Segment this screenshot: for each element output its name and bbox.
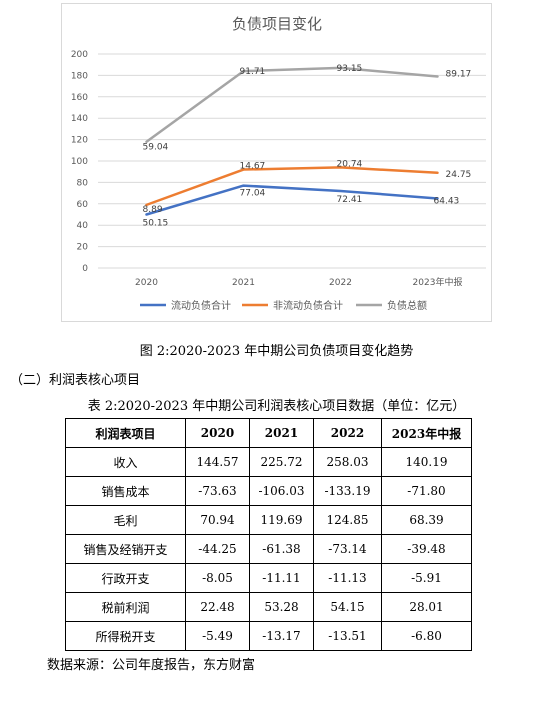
- table-row: 销售成本 -73.63 -106.03 -133.19 -71.80: [65, 476, 472, 506]
- y-tick-label: 120: [71, 136, 88, 146]
- x-tick-label: 2021: [232, 278, 255, 288]
- data-label: 50.15: [143, 219, 169, 229]
- table-cell: 140.19: [381, 447, 472, 477]
- row-label: 税前利润: [65, 592, 186, 622]
- table-header-cell: 利润表项目: [65, 418, 186, 448]
- y-tick-label: 0: [82, 264, 88, 274]
- table-cell: 258.03: [313, 447, 382, 477]
- table-cell: -106.03: [249, 476, 314, 506]
- y-tick-label: 60: [77, 200, 89, 210]
- table-cell: 70.94: [185, 505, 250, 535]
- table-header-cell: 2022: [313, 418, 382, 448]
- table-cell: -11.13: [313, 563, 382, 593]
- y-tick-label: 160: [71, 93, 88, 103]
- table-header-cell: 2023年中报: [381, 418, 472, 448]
- y-tick-label: 100: [71, 157, 88, 167]
- x-tick-label: 2023年中报: [413, 276, 463, 288]
- legend-label: 流动负债合计: [171, 299, 231, 312]
- table-cell: 54.15: [313, 592, 382, 622]
- table-caption: 表 2:2020-2023 年中期公司利润表核心项目数据（单位：亿元）: [87, 399, 466, 414]
- data-label: 89.17: [446, 69, 472, 79]
- table-header-cell: 2020: [185, 418, 250, 448]
- table-cell: -5.49: [185, 621, 250, 651]
- x-tick-label: 2022: [329, 278, 352, 288]
- table-cell: 28.01: [381, 592, 472, 622]
- row-label: 行政开支: [65, 563, 186, 593]
- data-label: 14.67: [240, 162, 266, 172]
- series-line-1: [145, 184, 439, 216]
- y-tick-label: 40: [77, 221, 89, 231]
- table-header-cell: 2021: [249, 418, 314, 448]
- x-tick-label: 2020: [135, 278, 158, 288]
- table-row: 行政开支 -8.05 -11.11 -11.13 -5.91: [65, 563, 472, 593]
- data-label: 91.71: [240, 67, 266, 77]
- y-tick-label: 20: [77, 243, 89, 253]
- table-cell: -61.38: [249, 534, 314, 564]
- y-tick-label: 180: [71, 71, 88, 81]
- table-cell: 144.57: [185, 447, 250, 477]
- table-cell: -73.63: [185, 476, 250, 506]
- data-source-note: 数据来源：公司年度报告，东方财富: [47, 658, 256, 673]
- table-row: 毛利 70.94 119.69 124.85 68.39: [65, 505, 472, 535]
- table-cell: 68.39: [381, 505, 472, 535]
- table-row: 税前利润 22.48 53.28 54.15 28.01: [65, 592, 472, 622]
- legend-label: 负债总额: [387, 299, 427, 312]
- liability-chart-svg: 负债项目变化 0 20 40 60 80 100 120 140 160 180 200 2020 202…: [71, 15, 486, 312]
- table-cell: -44.25: [185, 534, 250, 564]
- row-label: 销售成本: [65, 476, 186, 506]
- table-cell: -11.11: [249, 563, 314, 593]
- y-tick-label: 80: [77, 178, 89, 188]
- row-label: 销售及经销开支: [65, 534, 186, 564]
- y-tick-label: 200: [71, 50, 88, 60]
- data-label: 8.89: [143, 205, 163, 215]
- data-label: 59.04: [143, 143, 169, 153]
- table-cell: -133.19: [313, 476, 382, 506]
- table-cell: -71.80: [381, 476, 472, 506]
- table-cell: -6.80: [381, 621, 472, 651]
- table-cell: 225.72: [249, 447, 314, 477]
- y-tick-label: 140: [71, 114, 88, 124]
- row-label: 毛利: [65, 505, 186, 535]
- table-row: 所得税开支 -5.49 -13.17 -13.51 -6.80: [65, 621, 472, 651]
- table-header-row: 利润表项目 2020 2021 2022 2023年中报: [65, 418, 472, 448]
- section-heading: （二）利润表核心项目: [10, 373, 141, 388]
- table-cell: 119.69: [249, 505, 314, 535]
- data-label: 20.74: [337, 159, 363, 169]
- data-label: 77.04: [240, 189, 266, 199]
- figure-caption: 图 2:2020-2023 年中期公司负债项目变化趋势: [139, 344, 414, 359]
- table-row: 销售及经销开支 -44.25 -61.38 -73.14 -39.48: [65, 534, 472, 564]
- data-label: 72.41: [337, 195, 363, 205]
- income-statement-table: 利润表项目 2020 2021 2022 2023年中报 收入 144.57 2…: [65, 418, 472, 651]
- data-label: 24.75: [446, 170, 472, 180]
- row-label: 所得税开支: [65, 621, 186, 651]
- chart-title: 负债项目变化: [232, 15, 322, 33]
- table-cell: -13.17: [249, 621, 314, 651]
- legend-label: 非流动负债合计: [273, 299, 343, 312]
- table-cell: 124.85: [313, 505, 382, 535]
- table-cell: -8.05: [185, 563, 250, 593]
- data-label: 64.43: [434, 196, 460, 206]
- table-cell: -73.14: [313, 534, 382, 564]
- liability-chart: 负债项目变化 0 20 40 60 80 100 120 140 160 180 200 2020 202…: [61, 3, 492, 322]
- series-line-2: [145, 166, 439, 207]
- table-cell: 53.28: [249, 592, 314, 622]
- table-cell: -5.91: [381, 563, 472, 593]
- row-label: 收入: [65, 447, 186, 477]
- data-label: 93.15: [337, 64, 363, 74]
- table-cell: 22.48: [185, 592, 250, 622]
- series-line-3: [145, 66, 439, 143]
- table-row: 收入 144.57 225.72 258.03 140.19: [65, 447, 472, 477]
- table-cell: -13.51: [313, 621, 382, 651]
- table-cell: -39.48: [381, 534, 472, 564]
